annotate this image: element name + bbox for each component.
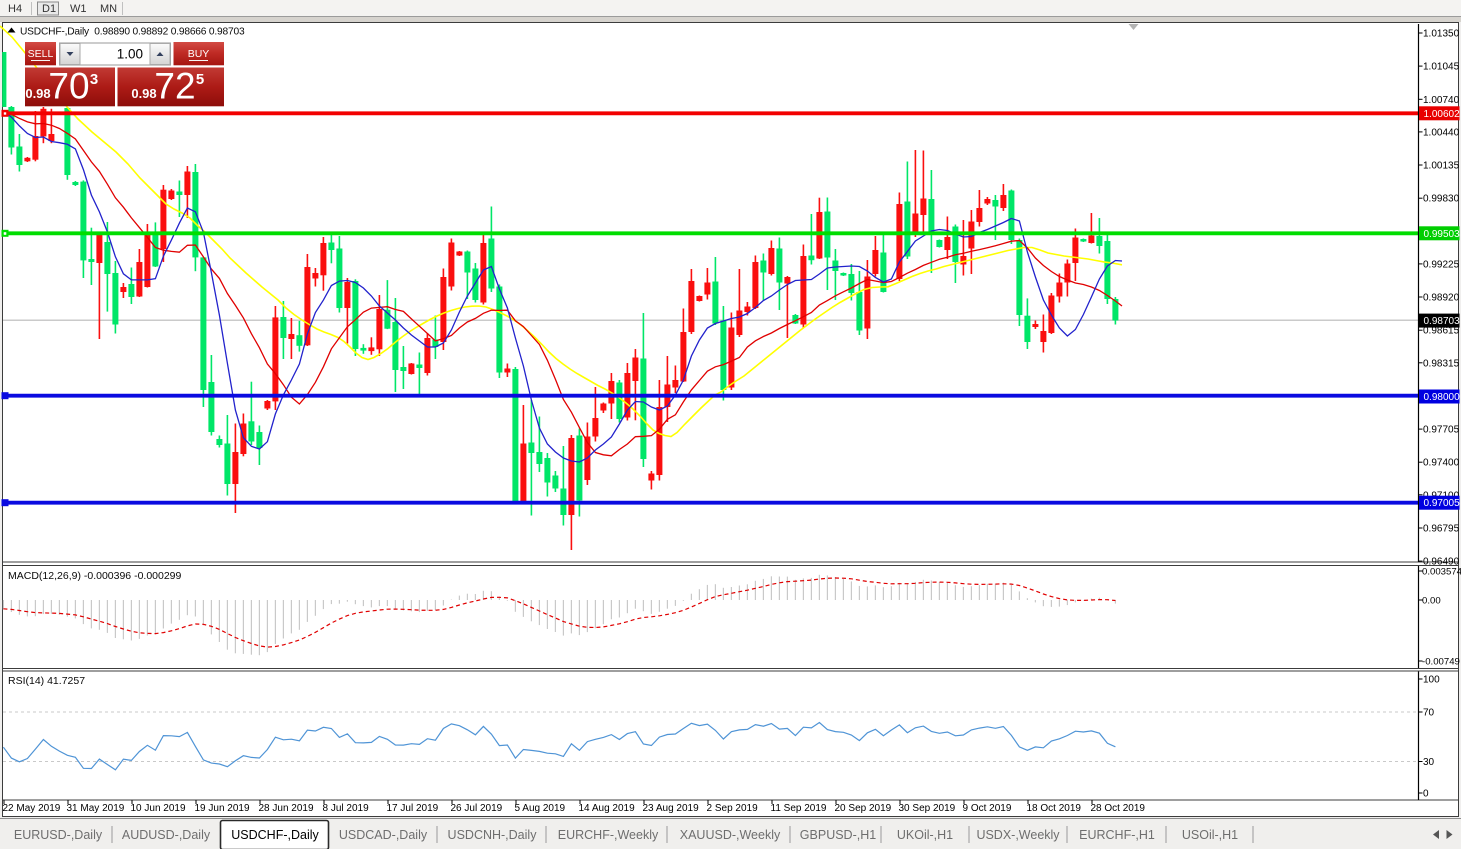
svg-text:10 Jun 2019: 10 Jun 2019	[131, 803, 186, 814]
svg-text:3: 3	[90, 71, 98, 88]
svg-text:1.00135: 1.00135	[1423, 161, 1460, 172]
svg-text:0.00: 0.00	[1422, 596, 1441, 607]
svg-text:72: 72	[154, 66, 195, 107]
svg-text:USDX-,Weekly: USDX-,Weekly	[976, 828, 1060, 842]
svg-text:26 Jul 2019: 26 Jul 2019	[451, 803, 503, 814]
svg-text:0.003574: 0.003574	[1422, 567, 1461, 578]
svg-text:0.96490: 0.96490	[1423, 557, 1460, 568]
svg-text:28 Oct 2019: 28 Oct 2019	[1091, 803, 1146, 814]
svg-text:0.96795: 0.96795	[1423, 524, 1460, 535]
svg-text:0.98920: 0.98920	[1423, 293, 1460, 304]
svg-text:BUY: BUY	[188, 48, 210, 60]
svg-text:9 Oct 2019: 9 Oct 2019	[963, 803, 1012, 814]
svg-text:EURCHF-,H1: EURCHF-,H1	[1079, 828, 1155, 842]
svg-text:28 Jun 2019: 28 Jun 2019	[259, 803, 314, 814]
svg-text:USDCHF-,Daily: USDCHF-,Daily	[231, 828, 319, 842]
svg-text:1.00440: 1.00440	[1423, 127, 1460, 138]
svg-text:0.98615: 0.98615	[1423, 326, 1460, 337]
svg-text:AUDUSD-,Daily: AUDUSD-,Daily	[122, 828, 211, 842]
svg-text:EURCHF-,Weekly: EURCHF-,Weekly	[558, 828, 659, 842]
svg-text:-0.00749: -0.00749	[1422, 657, 1460, 668]
svg-text:70: 70	[1423, 708, 1435, 719]
svg-text:1.01350: 1.01350	[1423, 29, 1460, 40]
svg-text:2 Sep 2019: 2 Sep 2019	[707, 803, 759, 814]
svg-text:5 Aug 2019: 5 Aug 2019	[515, 803, 566, 814]
svg-text:0.97005: 0.97005	[1424, 498, 1461, 509]
svg-text:H4: H4	[8, 3, 22, 15]
svg-text:USDCAD-,Daily: USDCAD-,Daily	[339, 828, 428, 842]
svg-text:1.00602: 1.00602	[1424, 109, 1461, 120]
svg-text:0.99830: 0.99830	[1423, 194, 1460, 205]
svg-text:0.99225: 0.99225	[1423, 259, 1460, 270]
svg-text:MACD(12,26,9) -0.000396 -0.000: MACD(12,26,9) -0.000396 -0.000299	[8, 570, 182, 582]
svg-text:USDCHF-,Daily 0.98890 0.98892: USDCHF-,Daily 0.98890 0.98892 0.98666 0.…	[20, 27, 245, 38]
svg-text:1.00: 1.00	[117, 47, 143, 62]
svg-text:0.99503: 0.99503	[1424, 229, 1461, 240]
svg-text:8 Jul 2019: 8 Jul 2019	[323, 803, 370, 814]
svg-text:USDCNH-,Daily: USDCNH-,Daily	[448, 828, 538, 842]
svg-text:0.98: 0.98	[131, 86, 156, 101]
svg-text:D1: D1	[42, 3, 56, 15]
svg-text:0.97705: 0.97705	[1423, 425, 1460, 436]
svg-text:23 Aug 2019: 23 Aug 2019	[643, 803, 700, 814]
svg-text:100: 100	[1423, 675, 1440, 686]
svg-text:W1: W1	[70, 3, 87, 15]
svg-text:UKOil-,H1: UKOil-,H1	[897, 828, 953, 842]
svg-text:14 Aug 2019: 14 Aug 2019	[579, 803, 636, 814]
svg-text:5: 5	[196, 71, 204, 88]
svg-text:XAUUSD-,Weekly: XAUUSD-,Weekly	[680, 828, 781, 842]
svg-text:17 Jul 2019: 17 Jul 2019	[387, 803, 439, 814]
svg-text:31 May 2019: 31 May 2019	[67, 803, 125, 814]
svg-text:MN: MN	[100, 3, 117, 15]
svg-text:1.00740: 1.00740	[1423, 95, 1460, 106]
svg-text:20 Sep 2019: 20 Sep 2019	[835, 803, 892, 814]
svg-text:EURUSD-,Daily: EURUSD-,Daily	[14, 828, 103, 842]
svg-text:0.97400: 0.97400	[1423, 458, 1460, 469]
svg-text:0.98000: 0.98000	[1424, 392, 1461, 403]
svg-text:SELL: SELL	[28, 48, 54, 60]
svg-text:0.98703: 0.98703	[1424, 316, 1461, 327]
svg-text:GBPUSD-,H1: GBPUSD-,H1	[800, 828, 876, 842]
svg-text:18 Oct 2019: 18 Oct 2019	[1027, 803, 1082, 814]
svg-text:19 Jun 2019: 19 Jun 2019	[195, 803, 250, 814]
svg-text:USOil-,H1: USOil-,H1	[1182, 828, 1238, 842]
svg-text:0.98: 0.98	[25, 86, 50, 101]
svg-text:30: 30	[1423, 757, 1435, 768]
svg-text:0: 0	[1423, 789, 1429, 800]
svg-text:70: 70	[48, 66, 89, 107]
svg-text:RSI(14) 41.7257: RSI(14) 41.7257	[8, 675, 85, 687]
svg-text:22 May 2019: 22 May 2019	[3, 803, 61, 814]
svg-text:30 Sep 2019: 30 Sep 2019	[899, 803, 956, 814]
svg-text:0.98315: 0.98315	[1423, 358, 1460, 369]
svg-text:1.01045: 1.01045	[1423, 62, 1460, 73]
svg-text:11 Sep 2019: 11 Sep 2019	[771, 803, 827, 814]
